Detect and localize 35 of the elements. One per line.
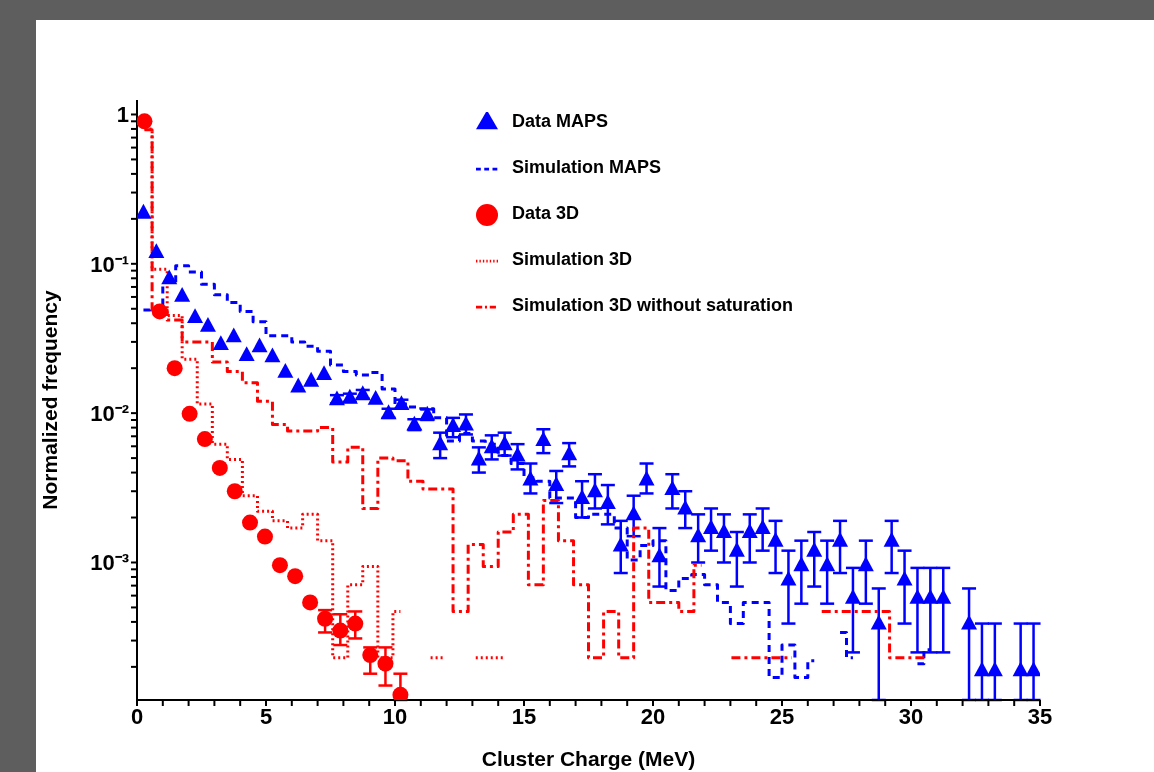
x-tick-label: 35 (1027, 703, 1053, 729)
point (196, 431, 213, 448)
y-tick-label: 1 (116, 102, 129, 128)
x-tick-label: 5 (259, 703, 273, 729)
x-tick-label: 20 (640, 703, 666, 729)
x-tick-label: 30 (898, 703, 924, 729)
x-axis-title: Cluster Charge (MeV) (481, 747, 696, 770)
point (256, 528, 273, 545)
point (166, 360, 183, 377)
x-tick-label: 15 (511, 703, 537, 729)
point (151, 303, 168, 320)
x-tick-label: 25 (769, 703, 795, 729)
y-tick-label: 10⁻¹ (90, 251, 129, 277)
point (302, 594, 319, 611)
legend-label: Simulation MAPS (512, 157, 662, 177)
point (287, 568, 304, 585)
point (271, 557, 288, 574)
legend-label: Data 3D (512, 203, 580, 223)
point (347, 615, 364, 632)
point (377, 655, 394, 672)
point (242, 514, 258, 531)
point (137, 113, 153, 130)
legend-label: Simulation 3D without saturation (512, 295, 794, 315)
x-tick-label: 10 (382, 703, 408, 729)
legend-label: Data MAPS (512, 111, 609, 131)
y-axis-title: Normalized frequency (38, 289, 62, 510)
x-tick-label: 0 (130, 703, 144, 729)
point (392, 686, 409, 700)
point (226, 483, 243, 500)
point (181, 405, 198, 422)
y-tick-label: 10⁻³ (90, 550, 129, 576)
legend-label: Simulation 3D (512, 249, 633, 269)
y-tick-label: 10⁻² (90, 400, 129, 426)
point (211, 459, 228, 476)
point (332, 622, 349, 639)
